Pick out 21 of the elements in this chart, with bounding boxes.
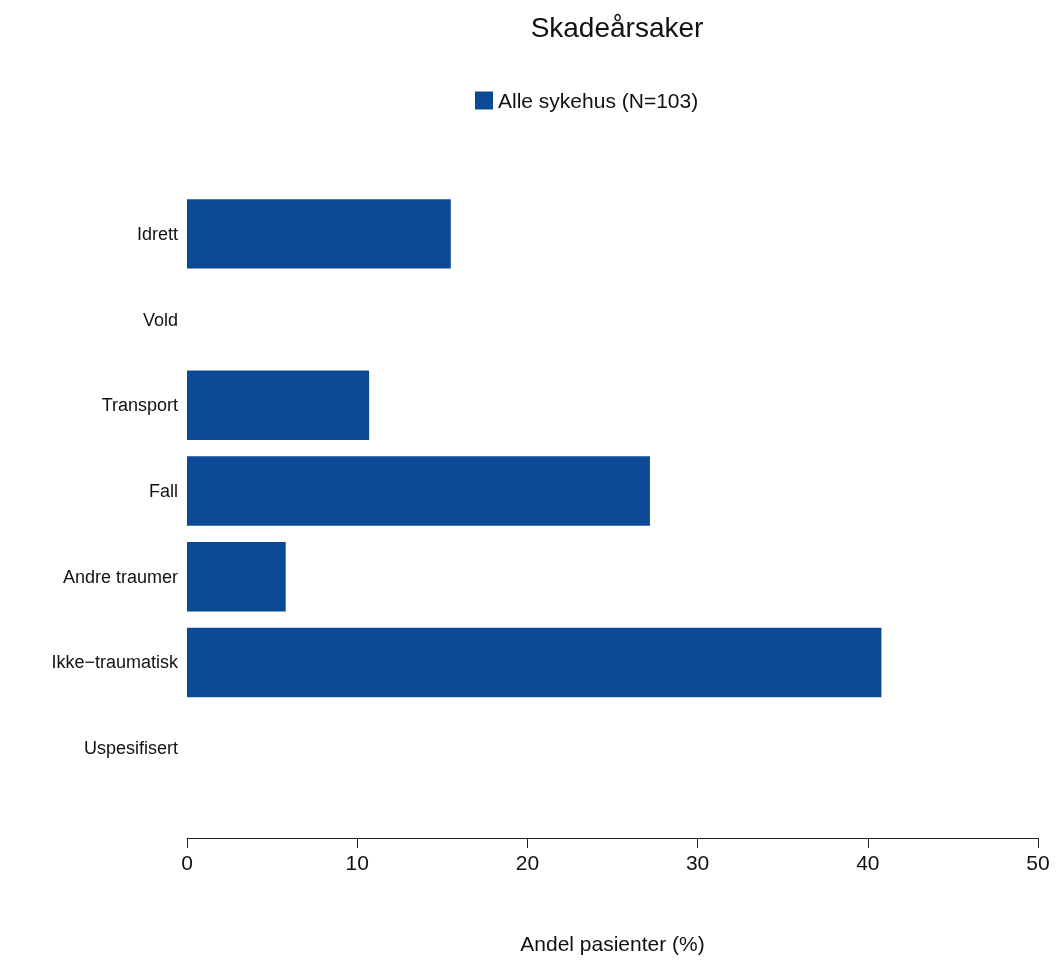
x-tick-label: 50 [1026,851,1050,874]
y-tick-label: Fall [148,481,178,501]
x-tick-label: 20 [515,851,540,874]
bar [187,370,370,440]
y-tick-label: Transport [101,395,178,416]
bar [187,456,650,526]
bar [187,542,286,612]
x-tick-label: 10 [345,851,369,874]
legend-label: Alle sykehus (N=103) [498,89,699,112]
y-tick-label: Uspesifisert [83,738,178,759]
bar [187,199,451,269]
y-tick-label: Ikke−traumatisk [51,652,179,673]
x-axis-title: Andel pasienter (%) [520,932,705,955]
y-tick-label: Vold [142,309,178,330]
chart-title: Skadeårsaker [530,11,704,43]
bar [187,627,882,698]
x-tick-label: 40 [856,851,880,874]
x-tick-label: 30 [685,851,710,874]
x-tick-label: 0 [181,851,193,874]
y-tick-label: Andre traumer [62,566,178,587]
y-tick-label: Idrett [136,223,178,244]
